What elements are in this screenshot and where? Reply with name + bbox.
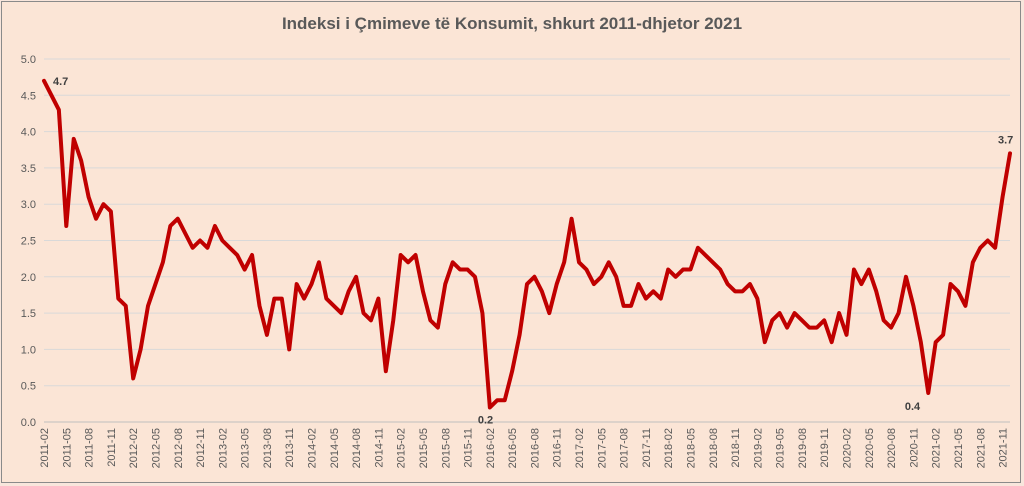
x-tick-label: 2019-11 <box>819 428 831 468</box>
x-tick-label: 2018-02 <box>663 428 675 468</box>
x-tick-label: 2013-02 <box>217 428 229 468</box>
x-tick-label: 2013-11 <box>284 428 296 468</box>
y-tick-label: 4.5 <box>21 90 36 102</box>
series-line <box>42 78 1012 410</box>
x-tick-label: 2015-05 <box>418 428 430 468</box>
x-tick-label: 2018-05 <box>685 428 697 468</box>
x-tick-label: 2017-02 <box>574 428 586 468</box>
y-axis-ticks: 0.0 0.5 1.0 1.5 2.0 2.5 3.0 3.5 4.0 4.5 5.0 <box>21 54 36 429</box>
x-tick-label: 2021-11 <box>998 428 1010 468</box>
x-tick-label: 2021-05 <box>953 428 965 468</box>
x-tick-label: 2016-11 <box>552 428 564 468</box>
x-tick-label: 2012-02 <box>128 428 140 468</box>
y-tick-label: 1.5 <box>21 308 36 320</box>
x-tick-label: 2012-05 <box>150 428 162 468</box>
x-tick-label: 2017-11 <box>641 428 653 468</box>
data-label: 0.4 <box>905 401 921 413</box>
data-label: 0.2 <box>478 414 493 426</box>
x-tick-label: 2015-08 <box>440 428 452 468</box>
x-tick-label: 2014-11 <box>373 428 385 468</box>
x-tick-label: 2011-11 <box>106 428 118 467</box>
x-tick-label: 2016-05 <box>507 428 519 468</box>
x-tick-label: 2013-08 <box>262 428 274 468</box>
x-tick-label: 2016-02 <box>485 428 497 468</box>
x-tick-label: 2019-02 <box>752 428 764 468</box>
x-tick-label: 2019-05 <box>775 428 787 468</box>
x-tick-label: 2015-11 <box>463 428 475 468</box>
x-tick-label: 2012-11 <box>195 428 207 468</box>
x-tick-label: 2013-05 <box>240 428 252 468</box>
x-tick-label: 2014-08 <box>351 428 363 468</box>
x-axis-ticks: 2011-02 2011-05 2011-08 2011-11 2012-02 2012-… <box>39 428 1010 468</box>
series-group <box>42 78 1012 410</box>
x-tick-label: 2018-08 <box>708 428 720 468</box>
x-tick-label: 2020-02 <box>842 428 854 468</box>
x-tick-label: 2019-08 <box>797 428 809 468</box>
x-tick-label: 2020-08 <box>886 428 898 468</box>
data-label: 4.7 <box>53 76 68 88</box>
x-tick-label: 2017-08 <box>619 428 631 468</box>
y-tick-label: 5.0 <box>21 54 36 66</box>
x-tick-label: 2011-05 <box>61 428 73 468</box>
x-tick-label: 2018-11 <box>730 428 742 468</box>
y-tick-label: 0.5 <box>21 381 36 393</box>
y-tick-label: 1.0 <box>21 344 36 356</box>
x-tick-label: 2021-02 <box>931 428 943 468</box>
x-tick-label: 2021-08 <box>975 428 987 468</box>
x-tick-label: 2012-08 <box>173 428 185 468</box>
x-tick-label: 2017-05 <box>596 428 608 468</box>
y-tick-label: 3.5 <box>21 163 36 175</box>
x-tick-label: 2020-11 <box>908 428 920 468</box>
x-tick-label: 2011-08 <box>84 428 96 468</box>
chart-title: Indeksi i Çmimeve të Konsumit, shkurt 20… <box>281 14 743 33</box>
data-label: 3.7 <box>998 134 1013 146</box>
x-tick-label: 2015-02 <box>396 428 408 468</box>
y-tick-label: 2.0 <box>21 272 36 284</box>
x-tick-label: 2011-02 <box>39 428 51 468</box>
y-tick-label: 0.0 <box>21 417 36 429</box>
y-tick-label: 2.5 <box>21 236 36 248</box>
y-tick-label: 3.0 <box>21 199 36 211</box>
data-labels: 4.7 0.2 0.4 3.7 <box>53 76 1013 427</box>
x-tick-label: 2020-05 <box>864 428 876 468</box>
x-tick-label: 2016-08 <box>529 428 541 468</box>
y-tick-label: 4.0 <box>21 127 36 139</box>
x-tick-label: 2014-02 <box>307 428 319 468</box>
x-tick-label: 2014-05 <box>329 428 341 468</box>
